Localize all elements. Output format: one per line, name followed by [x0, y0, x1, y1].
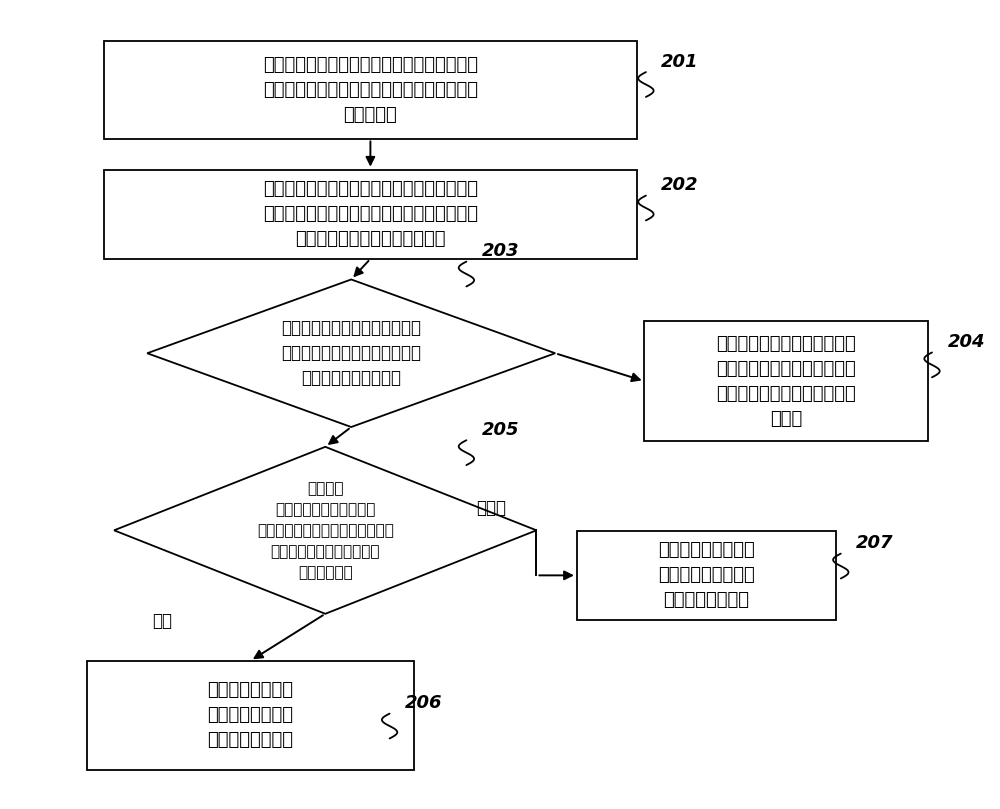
Polygon shape: [114, 447, 536, 614]
Text: 206: 206: [405, 694, 442, 712]
Text: 202: 202: [661, 176, 699, 194]
Text: 将实际关系曲线与预设关系曲线进行比对，若
实际关系曲线不在预设关系曲线的预设区间内
更新蓄电池的预设充电电量阈值: 将实际关系曲线与预设关系曲线进行比对，若 实际关系曲线不在预设关系曲线的预设区间…: [263, 180, 478, 248]
Text: 蓄电池的
电量值大于等于预设充电
电量阈值，采集车辆行驶状态参数
判定车辆行驶状态参数是否
满足充电条件: 蓄电池的 电量值大于等于预设充电 电量阈值，采集车辆行驶状态参数 判定车辆行驶状…: [257, 481, 394, 580]
Text: 根据状态参数，得到蓄电池的电
量值，将蓄电池的电量值与预设
充电电量阈值进行比较: 根据状态参数，得到蓄电池的电 量值，将蓄电池的电量值与预设 充电电量阈值进行比较: [281, 320, 421, 388]
Text: 207: 207: [856, 534, 894, 552]
FancyBboxPatch shape: [644, 321, 928, 442]
Text: 满足: 满足: [152, 612, 172, 630]
Text: 发送电压升高指令
到发电机，以使发
电机给蓄电池充电: 发送电压升高指令 到发电机，以使发 电机给蓄电池充电: [207, 681, 293, 749]
FancyBboxPatch shape: [577, 531, 836, 620]
FancyBboxPatch shape: [104, 41, 637, 138]
Text: 203: 203: [482, 242, 519, 260]
Polygon shape: [147, 279, 555, 427]
Text: 蓄电池的电量值低于预设充电
电量阈值，发送电压升高指令
到发电机，以使发电机给蓄电
池充电: 蓄电池的电量值低于预设充电 电量阈值，发送电压升高指令 到发电机，以使发电机给蓄…: [716, 335, 856, 428]
Text: 204: 204: [947, 333, 985, 351]
Text: 205: 205: [482, 421, 519, 438]
Text: 采集蓄电池的状态参数，根据状态参数，获取
预设时间内的蓄电池的内阻与充放电次数的实
际关系曲线: 采集蓄电池的状态参数，根据状态参数，获取 预设时间内的蓄电池的内阻与充放电次数的…: [263, 56, 478, 124]
Text: 不满足: 不满足: [476, 499, 506, 517]
FancyBboxPatch shape: [87, 661, 414, 769]
Text: 发送电压降低指令到
发电机，以使发电机
停止向蓄电池充电: 发送电压降低指令到 发电机，以使发电机 停止向蓄电池充电: [658, 541, 755, 609]
FancyBboxPatch shape: [104, 170, 637, 259]
Text: 201: 201: [661, 53, 699, 70]
